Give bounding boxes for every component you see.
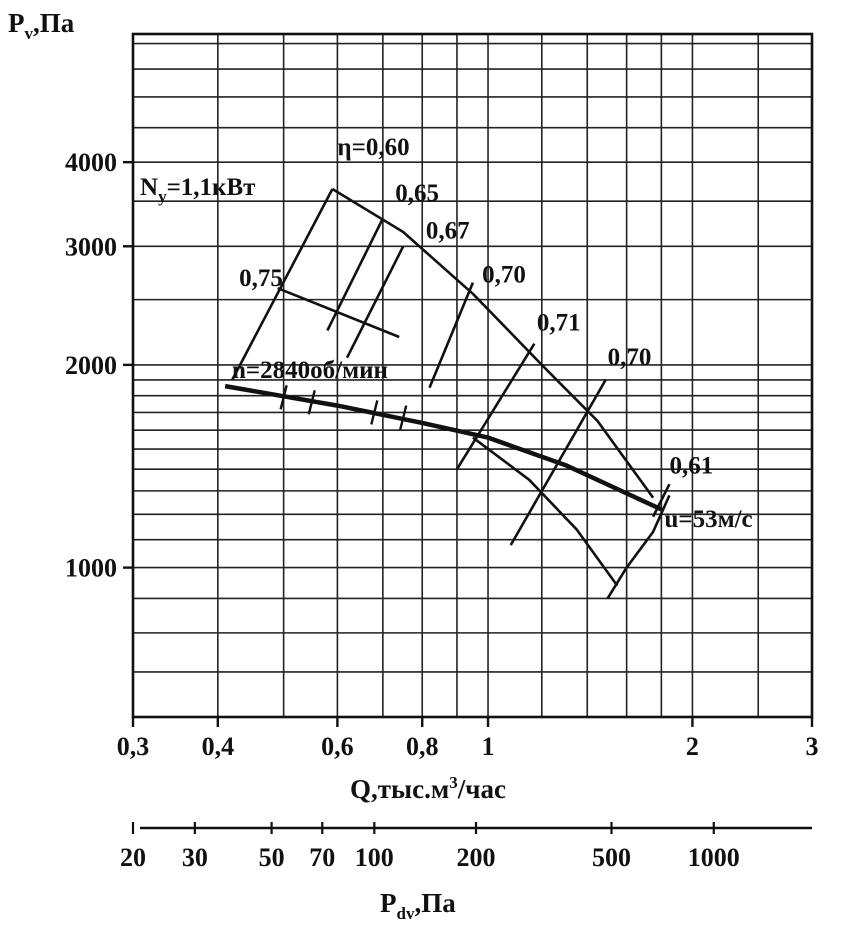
x-axis-title: Q,тыс.м3/час xyxy=(350,773,506,804)
main-curve-mark xyxy=(399,405,408,430)
efficiency-label: 0,65 xyxy=(395,180,439,207)
plot-frame xyxy=(123,32,814,834)
series-envelope-line xyxy=(606,494,671,600)
y-axis-title: Pv,Па xyxy=(8,8,75,43)
efficiency-label: 0,71 xyxy=(537,309,581,336)
p-tick-label: 1000 xyxy=(688,843,740,872)
chart-labels: 1000 2000 3000 4000 0,3 0,4 0,6 0,8 1 2 3 Pv,Па Q,ты… xyxy=(8,8,819,923)
efficiency-line xyxy=(509,379,607,546)
series-envelope-line xyxy=(331,187,655,499)
p-tick-label: 70 xyxy=(309,843,335,872)
series-main-line xyxy=(224,383,663,512)
efficiency-label: 0,70 xyxy=(482,262,526,289)
y-tick-label: 4000 xyxy=(65,148,117,177)
main-curve-mark xyxy=(307,389,316,415)
x-tick-label: 3 xyxy=(806,732,819,761)
x-tick-label: 0,6 xyxy=(321,732,354,761)
efficiency-line xyxy=(428,282,475,389)
speed-label: n=2840об/мин xyxy=(232,357,388,384)
series-power-line xyxy=(231,188,334,381)
p-tick-label: 30 xyxy=(182,843,208,872)
efficiency-line xyxy=(345,245,405,359)
efficiency-label: 0,61 xyxy=(669,452,713,479)
x-tick-label: 0,3 xyxy=(117,732,150,761)
chart-curves xyxy=(224,187,671,600)
main-curve-mark xyxy=(279,385,288,410)
x-tick-label: 0,4 xyxy=(202,732,235,761)
x-tick-label: 0,8 xyxy=(406,732,439,761)
efficiency-label: 0,70 xyxy=(608,344,652,371)
efficiency-label: η=0,60 xyxy=(337,134,409,161)
efficiency-line xyxy=(455,343,536,470)
efficiency-label: 0,67 xyxy=(426,218,470,245)
y-tick-label: 3000 xyxy=(65,232,117,261)
p-tick-label: 20 xyxy=(120,843,146,872)
chart-grid xyxy=(133,34,812,717)
p-tick-label: 50 xyxy=(259,843,285,872)
p-tick-label: 500 xyxy=(592,843,631,872)
efficiency-label: 0,75 xyxy=(239,265,283,292)
p-tick-label: 100 xyxy=(355,843,394,872)
p-axis-title: Pdv,Па xyxy=(380,888,456,923)
main-curve-mark xyxy=(370,400,379,425)
x-tick-label: 1 xyxy=(482,732,495,761)
p-tick-label: 200 xyxy=(456,843,495,872)
plot-border xyxy=(131,32,814,719)
efficiency-line xyxy=(651,483,671,518)
y-tick-label: 2000 xyxy=(65,351,117,380)
x-tick-label: 2 xyxy=(686,732,699,761)
y-tick-label: 1000 xyxy=(65,554,117,583)
efficiency-line xyxy=(326,217,385,332)
series-envelope-line xyxy=(472,436,619,587)
peripheral-speed-label: u=53м/с xyxy=(664,506,752,533)
efficiency-line xyxy=(277,286,400,339)
power-label: Ny=1,1кВт xyxy=(140,174,255,206)
